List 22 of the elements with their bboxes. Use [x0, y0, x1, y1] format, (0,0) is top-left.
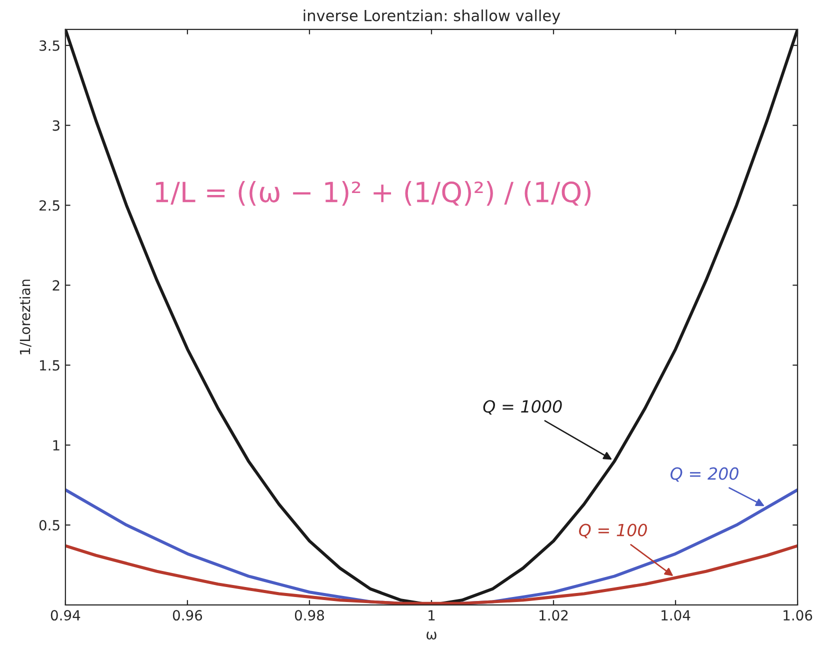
x-axis-title: ω [426, 632, 436, 640]
x-tick-label: 0.96 [172, 610, 202, 621]
y-tick-label: 1 [53, 440, 60, 450]
x-tick-label: 1.06 [784, 610, 812, 621]
x-tick-label: 0.98 [294, 610, 324, 621]
y-tick-label: 1.5 [40, 360, 60, 371]
y-tick-label: 2 [52, 280, 60, 290]
x-tick-label: 1.04 [662, 610, 690, 621]
y-axis-title: 1/Loreztian [19, 280, 32, 354]
text: Q = 1000 [483, 400, 562, 415]
y-tick-label: 3.5 [40, 40, 60, 51]
text: Q = 100 [578, 524, 647, 538]
y-tick-label: 3 [52, 120, 60, 131]
x-tick-label: 1.02 [540, 610, 568, 621]
annotation: 1/L = ((ω − 1)² + (1/Q)²) / (1/Q) [156, 181, 591, 206]
chart-title: inverse Lorentzian: shallow valley [304, 9, 560, 24]
y-tick-label: 0.5 [39, 520, 60, 530]
x-tick-label: 0.94 [50, 610, 80, 621]
line-series [65, 29, 798, 605]
y-tick-label: 2.5 [40, 200, 60, 211]
text: Q = 200 [670, 467, 738, 482]
x-tick-label: 1 [428, 610, 435, 620]
